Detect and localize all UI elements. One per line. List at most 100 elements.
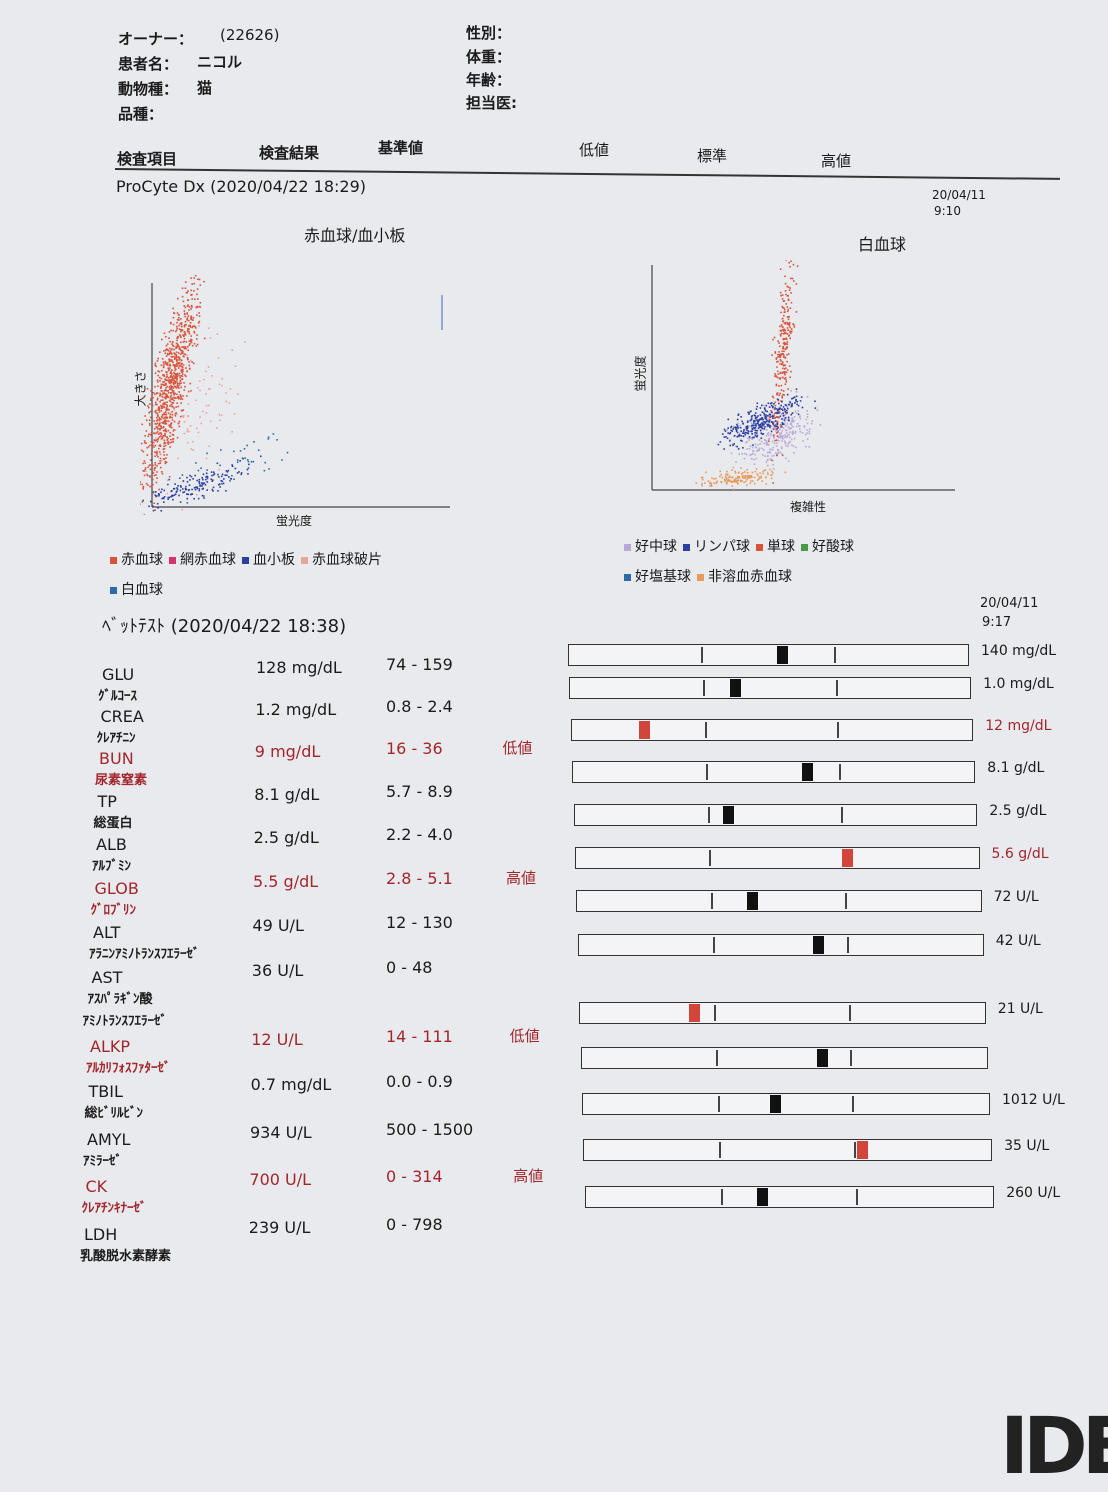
range-bar [572,761,975,783]
legend-swatch [697,574,704,581]
legend-label: 赤血球 [121,552,163,568]
wbc-scatter-plot [640,260,960,500]
legend-swatch [624,574,631,581]
test-reference-range: 2.2 - 4.0 [386,825,453,844]
legend-swatch [756,544,763,551]
range-bar [578,934,984,956]
legend-item: 赤血球 [110,552,163,568]
procyte-prev-date: 20/04/11 [932,188,986,202]
test-reference-range: 16 - 36 [386,739,443,758]
legend-label: リンパ球 [694,539,750,555]
test-reference-range: 500 - 1500 [386,1120,473,1139]
range-tick [837,722,839,738]
idexx-logo: IDE [1000,1402,1108,1492]
range-bar [576,890,981,912]
test-name-jp: ｱﾙｶﾘﾌｫｽﾌｧﾀｰｾﾞ [86,1057,171,1076]
wbc-legend: 好中球 リンパ球 単球好酸球好塩基球 非溶血赤血球 [624,532,924,592]
procyte-prev-time: 9:10 [934,204,961,218]
previous-result: 12 mg/dL [985,718,1051,734]
range-bar [571,719,973,741]
test-code: GLOB [95,879,139,898]
test-code: LDH [84,1225,117,1244]
test-code: CREA [101,707,144,726]
test-name-jp: ｸﾞﾛﾌﾞﾘﾝ [91,899,137,918]
result-marker [842,849,853,867]
legend-swatch [242,557,249,564]
test-flag: 低値 [502,737,532,758]
range-tick [714,1005,716,1021]
test-name-jp: 総蛋白 [94,812,133,831]
previous-result: 42 U/L [996,933,1041,949]
range-tick [856,1189,858,1205]
test-flag: 高値 [513,1165,543,1186]
test-flag: 高値 [506,867,536,888]
range-tick [839,764,841,780]
range-tick [834,647,836,663]
previous-result: 2.5 g/dL [989,803,1046,819]
range-tick [850,1050,852,1066]
patient-name-label: 患者名： [118,53,178,74]
legend-item: 好酸球 [801,539,854,555]
result-marker [730,679,741,697]
result-marker [747,892,758,910]
range-bar [579,1002,986,1024]
test-result: 12 U/L [251,1030,302,1049]
test-name-jp: 尿素窒素 [95,769,147,788]
range-tick [845,893,847,909]
owner-label: オーナー： [118,28,193,49]
patient-name-value: ニコル [197,51,242,72]
range-tick [716,1050,718,1066]
procyte-title: ProCyte Dx (2020/04/22 18:29) [116,177,366,196]
test-result: 8.1 g/dL [254,785,319,804]
test-name-jp: ｱﾐﾗｰｾﾞ [83,1150,122,1169]
chem-prev-date: 20/04/11 [980,596,1038,611]
range-tick [718,1096,720,1112]
legend-swatch [801,544,808,551]
species-label: 動物種： [118,78,178,99]
range-tick [719,1142,721,1158]
range-bar [575,847,980,869]
test-reference-range: 0 - 798 [386,1215,443,1234]
previous-result: 140 mg/dL [981,643,1056,659]
legend-label: 非溶血赤血球 [708,569,792,585]
range-tick [706,764,708,780]
previous-result: 5.6 g/dL [992,846,1049,862]
previous-result: 72 U/L [994,889,1039,905]
test-code: GLU [102,665,134,684]
result-marker [802,763,813,781]
test-code: ALKP [90,1037,130,1056]
range-tick [721,1189,723,1205]
legend-label: 血小板 [253,552,295,568]
owner-value: (22626) [220,26,279,44]
range-tick [701,647,703,663]
range-tick [708,807,710,823]
result-marker [689,1004,700,1022]
range-tick [854,1142,856,1158]
range-tick [709,850,711,866]
legend-label: 好塩基球 [635,569,691,585]
range-tick [852,1096,854,1112]
range-tick [713,937,715,953]
legend-swatch [683,544,690,551]
legend-label: 赤血球破片 [312,552,382,568]
legend-label: 単球 [767,539,795,555]
test-reference-range: 74 - 159 [386,655,453,674]
legend-item: 網赤血球 [169,552,236,568]
test-name-jp: ｸﾚｱﾁﾆﾝ [97,727,136,746]
range-bar [574,804,978,826]
legend-label: 好中球 [635,539,677,555]
result-marker [757,1188,768,1206]
previous-result: 1.0 mg/dL [983,676,1054,692]
legend-item: 白血球 [110,582,163,598]
range-tick [705,722,707,738]
test-result: 934 U/L [250,1123,312,1142]
legend-label: 網赤血球 [180,552,236,568]
test-code: ALB [96,835,127,854]
range-bar [583,1139,992,1161]
test-name-jp: ｱﾗﾆﾝｱﾐﾉﾄﾗﾝｽﾌｴﾗｰｾﾞ [89,943,200,962]
test-result: 239 U/L [249,1218,311,1237]
test-code: AST [92,968,123,987]
test-reference-range: 0 - 48 [386,958,432,977]
range-tick [836,680,838,696]
test-code: TP [98,792,117,811]
